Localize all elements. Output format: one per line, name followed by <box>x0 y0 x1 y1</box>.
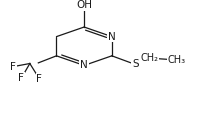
Text: CH₂: CH₂ <box>140 53 158 63</box>
Text: CH₃: CH₃ <box>168 55 186 65</box>
Text: OH: OH <box>76 0 92 10</box>
Text: N: N <box>80 60 88 70</box>
Text: F: F <box>36 74 42 84</box>
Text: F: F <box>18 73 24 83</box>
Text: N: N <box>108 32 116 42</box>
Text: S: S <box>132 58 139 69</box>
Text: F: F <box>10 62 16 72</box>
